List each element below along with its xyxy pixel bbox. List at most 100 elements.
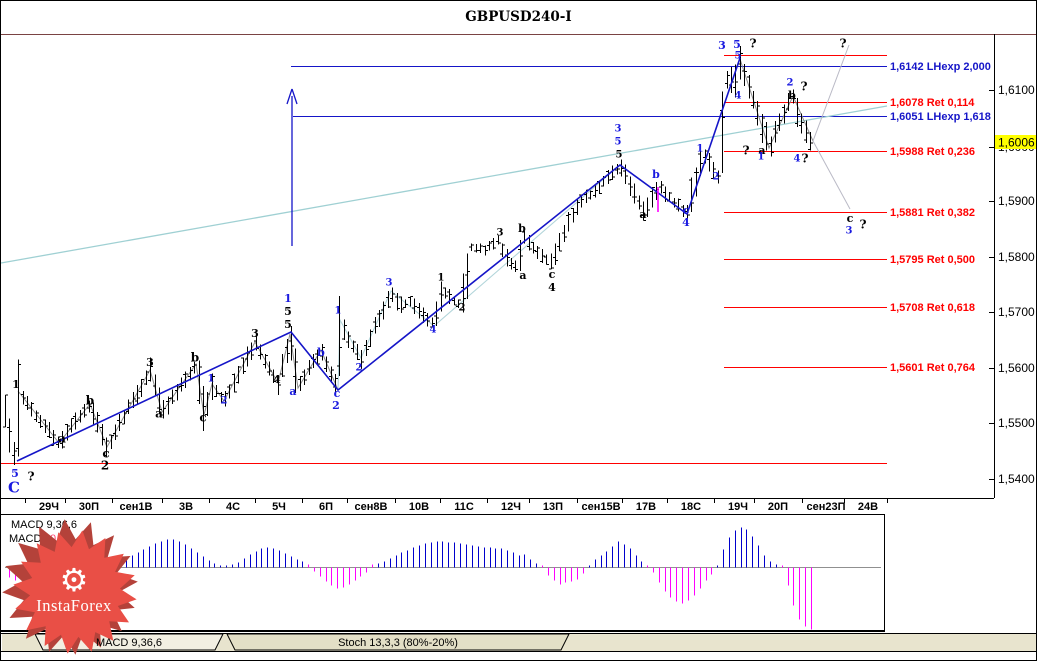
svg-text:1,5795 Ret 0,500: 1,5795 Ret 0,500 bbox=[890, 254, 975, 266]
svg-text:5: 5 bbox=[11, 467, 19, 480]
svg-text:1,5900: 1,5900 bbox=[998, 194, 1035, 208]
svg-text:1: 1 bbox=[335, 306, 342, 317]
svg-text:12Ч: 12Ч bbox=[501, 501, 521, 513]
svg-text:a: a bbox=[758, 144, 765, 157]
svg-text:5: 5 bbox=[616, 150, 623, 161]
svg-text:3: 3 bbox=[146, 356, 154, 369]
svg-text:4: 4 bbox=[682, 216, 690, 229]
svg-text:⚙: ⚙ bbox=[60, 561, 89, 599]
svg-text:1,6100: 1,6100 bbox=[998, 83, 1035, 97]
svg-text:?: ? bbox=[800, 79, 807, 93]
svg-text:b: b bbox=[317, 346, 325, 359]
svg-text:13П: 13П bbox=[543, 501, 563, 513]
svg-text:2: 2 bbox=[356, 363, 363, 374]
svg-text:b: b bbox=[652, 168, 660, 181]
svg-text:2: 2 bbox=[332, 399, 340, 412]
svg-text:3: 3 bbox=[386, 278, 393, 289]
svg-text:1,5700: 1,5700 bbox=[998, 305, 1035, 319]
svg-text:1,5881 Ret 0,382: 1,5881 Ret 0,382 bbox=[890, 207, 975, 219]
price-axis[interactable]: 1,61001,60001,59001,58001,57001,56001,55… bbox=[989, 83, 1035, 486]
vertical-arrow bbox=[286, 88, 298, 246]
svg-text:сен15В: сен15В bbox=[581, 501, 620, 513]
svg-text:1,6078 Ret 0,114: 1,6078 Ret 0,114 bbox=[890, 97, 975, 109]
svg-text:18С: 18С bbox=[681, 501, 701, 513]
svg-text:?: ? bbox=[859, 217, 866, 231]
svg-text:3В: 3В bbox=[179, 501, 193, 513]
svg-text:1,6051 LHexp 1,618: 1,6051 LHexp 1,618 bbox=[890, 111, 991, 123]
svg-text:2: 2 bbox=[459, 303, 466, 314]
instaforex-logo: ⚙InstaForex bbox=[2, 519, 138, 655]
fib-level-labels: 1,6142 LHexp 2,000 1,6078 Ret 0,114 1,6051… bbox=[890, 61, 991, 374]
svg-text:5: 5 bbox=[284, 318, 292, 331]
current-price-badge: 1,6006 bbox=[995, 135, 1036, 150]
tab-stoch-label[interactable]: Stoch 13,3,3 (80%-20%) bbox=[338, 637, 458, 649]
svg-text:2: 2 bbox=[221, 396, 228, 407]
svg-text:19Ч: 19Ч bbox=[728, 501, 748, 513]
svg-text:11С: 11С bbox=[454, 501, 474, 513]
window-borders bbox=[1, 33, 1036, 632]
svg-text:a: a bbox=[519, 269, 526, 282]
svg-text:c: c bbox=[847, 212, 854, 225]
svg-text:3: 3 bbox=[497, 228, 504, 239]
svg-text:10В: 10В bbox=[409, 501, 429, 513]
svg-text:1,5400: 1,5400 bbox=[998, 472, 1035, 486]
svg-text:5Ч: 5Ч bbox=[272, 501, 286, 513]
svg-text:5: 5 bbox=[733, 38, 741, 51]
svg-text:c: c bbox=[199, 410, 206, 424]
svg-text:a: a bbox=[58, 431, 66, 445]
svg-text:3: 3 bbox=[615, 124, 622, 135]
price-bars bbox=[3, 45, 813, 466]
instaforex-logo-text: InstaForex bbox=[36, 596, 112, 615]
svg-text:1: 1 bbox=[697, 144, 704, 155]
svg-text:2: 2 bbox=[713, 172, 720, 183]
svg-text:4: 4 bbox=[794, 154, 801, 165]
svg-text:b: b bbox=[191, 350, 199, 364]
svg-text:30П: 30П bbox=[79, 501, 99, 513]
svg-text:1,6142 LHexp 2,000: 1,6142 LHexp 2,000 bbox=[890, 61, 991, 73]
svg-text:29Ч: 29Ч bbox=[39, 501, 59, 513]
svg-text:c: c bbox=[334, 387, 341, 400]
svg-text:?: ? bbox=[27, 469, 34, 483]
svg-text:1: 1 bbox=[208, 374, 215, 385]
svg-text:2: 2 bbox=[101, 458, 109, 472]
svg-text:4: 4 bbox=[430, 325, 437, 336]
svg-text:24В: 24В bbox=[858, 501, 878, 513]
svg-text:4: 4 bbox=[548, 281, 556, 294]
svg-text:?: ? bbox=[801, 151, 808, 165]
svg-text:1: 1 bbox=[438, 273, 445, 284]
svg-text:сен23П: сен23П bbox=[806, 501, 845, 513]
svg-text:5: 5 bbox=[615, 137, 622, 148]
svg-text:3: 3 bbox=[846, 226, 853, 237]
macd-histogram bbox=[8, 527, 813, 630]
svg-text:1: 1 bbox=[284, 292, 292, 305]
svg-text:b: b bbox=[518, 222, 526, 235]
svg-text:3: 3 bbox=[718, 39, 726, 52]
svg-text:1,5800: 1,5800 bbox=[998, 250, 1035, 264]
svg-text:17В: 17В bbox=[636, 501, 656, 513]
svg-text:a: a bbox=[639, 208, 646, 221]
svg-text:1: 1 bbox=[758, 152, 765, 163]
elliott-wave-lines bbox=[16, 57, 741, 462]
tab-macd-label[interactable]: MACD 9,36,6 bbox=[96, 637, 162, 649]
macd-params-label: MACD 9,36,6 bbox=[11, 519, 77, 531]
svg-text:?: ? bbox=[839, 36, 846, 50]
trend-line bbox=[1, 105, 888, 264]
svg-text:4: 4 bbox=[735, 91, 742, 102]
tab-texts: MACD 9,36,6 Stoch 13,3,3 (80%-20%) bbox=[96, 637, 458, 649]
svg-text:a: a bbox=[155, 406, 163, 420]
svg-text:c: c bbox=[102, 446, 109, 460]
svg-text:1,5601 Ret 0,764: 1,5601 Ret 0,764 bbox=[890, 362, 976, 374]
svg-text:1,5708 Ret 0,618: 1,5708 Ret 0,618 bbox=[890, 302, 975, 314]
svg-text:C: C bbox=[8, 478, 20, 496]
svg-text:5: 5 bbox=[735, 51, 742, 62]
fib-level-lines bbox=[1, 54, 887, 465]
svg-text:2: 2 bbox=[787, 78, 794, 89]
tab-stoch[interactable] bbox=[226, 633, 570, 651]
svg-text:1,5600: 1,5600 bbox=[998, 361, 1035, 375]
svg-text:1,6006: 1,6006 bbox=[998, 136, 1035, 150]
svg-text:b: b bbox=[86, 393, 94, 407]
date-axis[interactable]: 29Ч 30П сен1В 3В 4С 5Ч 6П сен8В 10В 11С 12Ч 13П сен1… bbox=[25, 498, 888, 513]
